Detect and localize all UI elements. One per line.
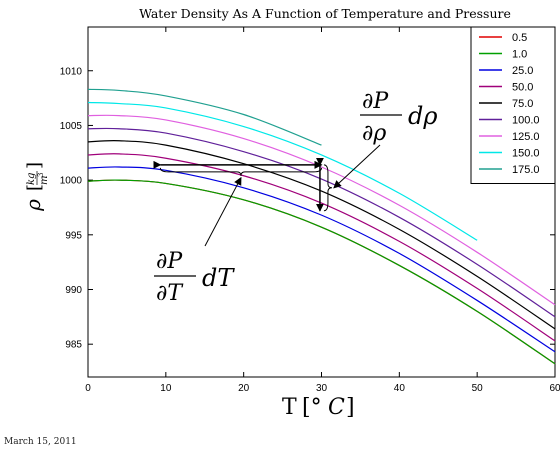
series-line-125.0	[87, 114, 556, 306]
series-lines	[87, 88, 556, 365]
series-line-175.0	[87, 88, 322, 146]
annotation-dp-dt: ∂P ∂T dT	[154, 249, 235, 306]
legend-entry: 125.0	[512, 131, 540, 143]
x-tick-label: 40	[394, 383, 406, 394]
svg-text:∂T: ∂T	[156, 281, 184, 306]
legend-entry: 50.0	[512, 82, 533, 94]
drho-brace	[323, 164, 332, 212]
x-tick-label: 50	[472, 383, 484, 394]
annotation-dp-drho: ∂P ∂ρ dρ	[360, 89, 437, 146]
x-tick-label: 20	[238, 383, 250, 394]
svg-text:dT: dT	[202, 264, 235, 292]
y-tick-label: 1005	[60, 121, 83, 132]
footer-date: March 15, 2011	[4, 437, 77, 447]
x-axis-label: T [° C ]	[282, 395, 355, 420]
dT-pointer	[204, 176, 242, 247]
svg-text:ρ: ρ	[21, 199, 45, 212]
series-line-100.0	[87, 127, 556, 318]
axis-ticks: 0 10 20 30 40 50 60 985 990 995 1000 1005 1010	[60, 27, 560, 394]
y-axis-label: ρ [ kg m 3 ]	[21, 162, 50, 212]
svg-text:∂P: ∂P	[362, 89, 389, 114]
legend-entry: 0.5	[512, 32, 527, 44]
y-tick-label: 995	[65, 230, 82, 241]
svg-text:m: m	[39, 176, 50, 185]
y-tick-label: 990	[65, 285, 82, 296]
svg-text:[: [	[24, 184, 45, 191]
svg-text:kg: kg	[26, 173, 37, 185]
series-line-25.0	[87, 166, 556, 353]
svg-text:]: ]	[346, 395, 355, 420]
svg-text:∂ρ: ∂ρ	[362, 121, 386, 146]
legend-entry: 25.0	[512, 65, 533, 77]
svg-text:dρ: dρ	[408, 102, 437, 130]
x-tick-label: 30	[316, 383, 328, 394]
svg-text:C: C	[328, 395, 345, 420]
legend-entry: 1.0	[512, 49, 527, 61]
svg-text:T: T	[282, 395, 297, 420]
x-tick-label: 60	[549, 383, 560, 394]
x-tick-label: 10	[160, 383, 172, 394]
svg-text:∂P: ∂P	[156, 249, 183, 274]
legend-entry: 75.0	[512, 98, 533, 110]
legend: 0.5 1.0 25.0 50.0 75.0 100.0 125.0 150.0 175.0	[470, 26, 556, 184]
legend-entry: 100.0	[512, 115, 540, 127]
svg-text:]: ]	[24, 162, 45, 169]
chart-title: Water Density As A Function of Temperatu…	[139, 6, 511, 21]
y-tick-label: 1010	[60, 66, 83, 77]
svg-text:[°: [°	[302, 395, 322, 420]
series-line-150.0	[87, 101, 478, 241]
series-line-1.0	[87, 179, 556, 365]
series-line-50.0	[87, 153, 556, 342]
y-tick-label: 985	[65, 340, 82, 351]
density-chart: Water Density As A Function of Temperatu…	[21, 6, 560, 420]
series-line-75.0	[87, 140, 556, 330]
legend-entry: 150.0	[512, 148, 540, 160]
svg-text:3: 3	[37, 173, 45, 177]
legend-entry: 175.0	[512, 164, 540, 176]
y-tick-label: 1000	[60, 176, 83, 187]
drho-pointer	[333, 144, 381, 189]
x-tick-label: 0	[85, 383, 91, 394]
